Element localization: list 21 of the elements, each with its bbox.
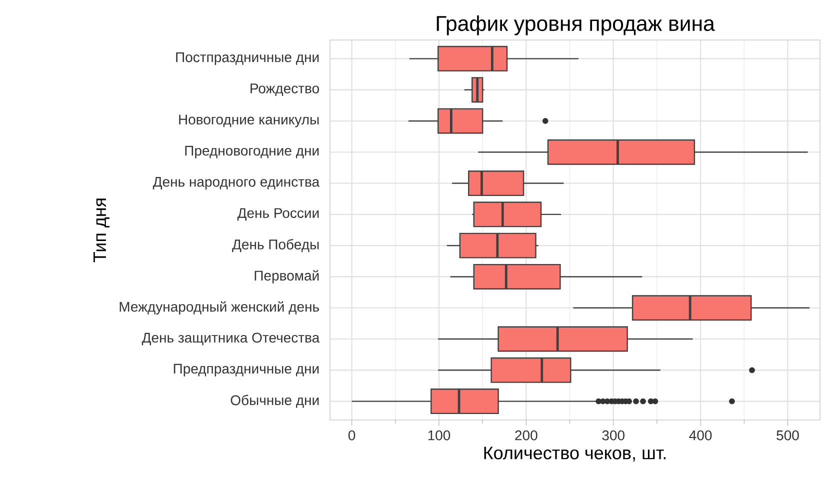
y-tick-label: Предновогодние дни (185, 146, 319, 158)
x-tick-label: 300 (602, 430, 624, 440)
y-tick-label: Рождество (250, 84, 319, 96)
y-axis-title: Тип дня (94, 198, 110, 262)
x-tick-label: 100 (428, 430, 450, 440)
x-tick-label: 200 (515, 430, 538, 440)
y-tick-label: Постпраздничные дни (176, 52, 319, 65)
chart-title: График уровня продаж вина (436, 15, 715, 36)
y-tick-label: Международный женский день (120, 301, 319, 315)
y-tick-label: Предпраздничные дни (174, 364, 319, 376)
x-tick-label: 400 (689, 430, 712, 440)
y-tick-label: День народного единства (152, 177, 320, 190)
y-tick-label: Обычные дни (230, 394, 319, 408)
x-tick-label: 500 (776, 430, 799, 440)
y-tick-label: День защитника Отечества (142, 332, 320, 346)
y-tick-label: Первомай (254, 270, 319, 284)
x-tick-label: 0 (348, 430, 356, 440)
y-tick-label: День Победы (232, 239, 319, 252)
y-tick-label: Новогодние каникулы (179, 114, 319, 128)
y-tick-label: День России (237, 208, 319, 221)
x-axis-title: Количество чеков, шт. (484, 446, 666, 462)
